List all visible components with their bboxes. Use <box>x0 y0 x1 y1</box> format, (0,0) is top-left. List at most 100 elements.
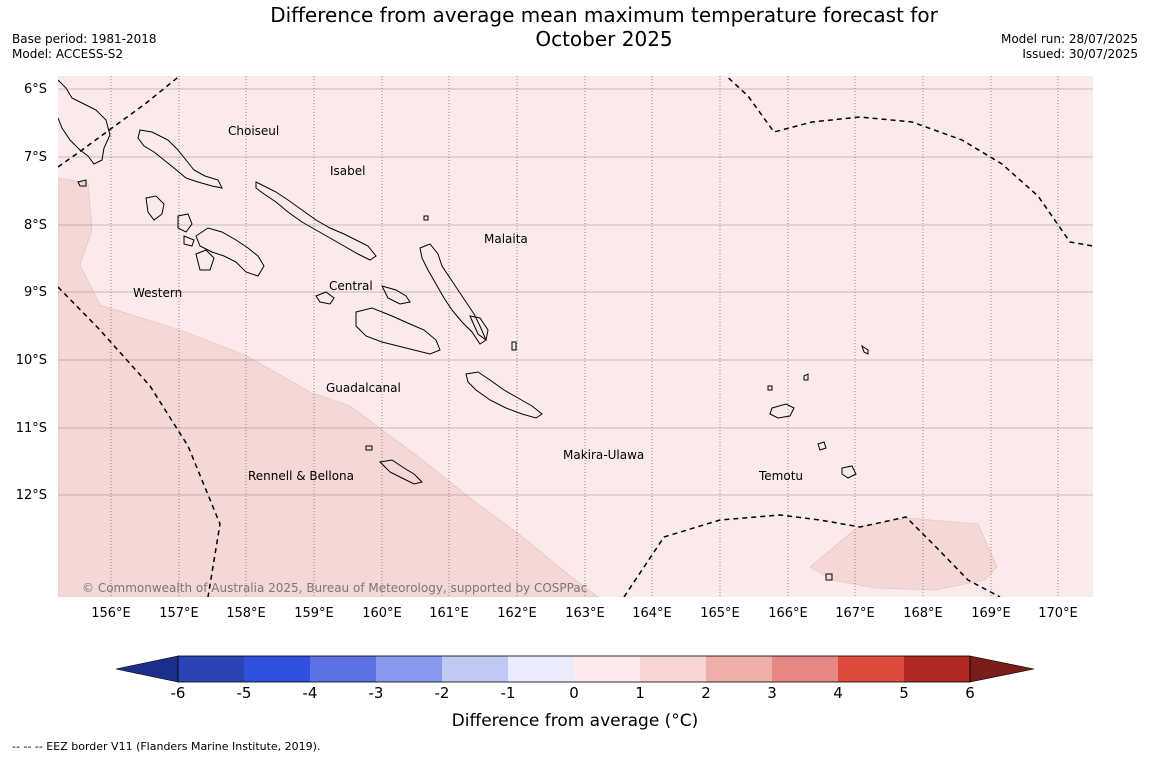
small-western-island <box>183 235 195 247</box>
colorbar-label-2: 2 <box>701 684 711 702</box>
santa-isabel-island <box>255 181 377 261</box>
lat-label-12s: 12°S <box>15 488 47 503</box>
colorbar-swatch-minus1-0 <box>508 656 574 682</box>
colorbar-label-4: 4 <box>833 684 843 702</box>
colorbar-swatch-minus3-minus2 <box>376 656 442 682</box>
choiseul-island <box>137 129 223 189</box>
florida-islands <box>381 285 411 305</box>
russell-islands <box>315 291 335 305</box>
duff-islands <box>803 373 809 381</box>
sikaiana-atoll <box>511 341 517 351</box>
colorbar-swatch-3-4 <box>772 656 838 682</box>
rennell-island <box>378 459 423 485</box>
colorbar-swatch-minus2-minus1 <box>442 656 508 682</box>
colorbar-label-minus6: -6 <box>170 684 186 702</box>
lon-label-157e: 157°E <box>159 606 199 621</box>
region-label-rennell-bellona: Rennell & Bellona <box>248 469 354 483</box>
title-line-2: October 2025 <box>535 27 673 51</box>
lat-label-10s: 10°S <box>15 353 47 368</box>
eez-border-vanuatu <box>623 514 1001 597</box>
vella-lavella-island <box>145 195 165 221</box>
lat-label-8s: 8°S <box>23 218 47 233</box>
lon-label-156e: 156°E <box>91 606 131 621</box>
region-label-malaita: Malaita <box>484 232 528 246</box>
colorbar-swatch-1-2 <box>640 656 706 682</box>
meta-right: Model run: 28/07/2025 Issued: 30/07/2025 <box>1001 32 1138 62</box>
region-label-central: Central <box>329 279 373 293</box>
lat-label-6s: 6°S <box>23 82 47 97</box>
region-label-makira-ulawa: Makira-Ulawa <box>563 448 644 462</box>
lon-label-163e: 163°E <box>565 606 605 621</box>
anomaly-1-2-area-southwest <box>58 177 599 597</box>
rendova-island <box>195 249 215 271</box>
colorbar-swatch-4-5 <box>838 656 904 682</box>
new-georgia-island <box>195 227 265 277</box>
lon-label-168e: 168°E <box>903 606 943 621</box>
lon-label-158e: 158°E <box>226 606 266 621</box>
colorbar-extend-low <box>115 655 179 683</box>
eez-border-png-north <box>58 76 181 168</box>
bougainville-island <box>58 79 111 165</box>
small-malaita-island <box>469 315 489 341</box>
lon-label-169e: 169°E <box>971 606 1011 621</box>
region-label-guadalcanal: Guadalcanal <box>326 381 401 395</box>
lat-label-7s: 7°S <box>23 150 47 165</box>
colorbar-label-1: 1 <box>635 684 645 702</box>
colorbar-label-3: 3 <box>767 684 777 702</box>
region-label-temotu: Temotu <box>758 469 803 483</box>
region-label-choiseul: Choiseul <box>228 124 279 138</box>
eez-borders <box>58 76 1093 597</box>
colorbar-label-minus4: -4 <box>302 684 318 702</box>
colorbar-extend-high <box>969 655 1035 683</box>
base-period: Base period: 1981-2018 <box>12 32 157 46</box>
lon-label-159e: 159°E <box>294 606 334 621</box>
anuta-island <box>861 344 869 355</box>
ontong-java-atoll <box>423 215 429 221</box>
colorbar-label-0: 0 <box>569 684 579 702</box>
bellona-island <box>365 445 373 451</box>
colorbar-label-5: 5 <box>899 684 909 702</box>
lon-label-166e: 166°E <box>768 606 808 621</box>
colorbar <box>115 655 1035 683</box>
colorbar-swatch-minus6-minus5 <box>178 656 244 682</box>
treasury-islands <box>77 179 87 187</box>
colorbar-label-minus3: -3 <box>368 684 384 702</box>
colorbar-swatch-minus4-minus3 <box>310 656 376 682</box>
colorbar-swatch-0-1 <box>574 656 640 682</box>
reef-islands <box>767 385 773 391</box>
makira-island <box>465 371 543 419</box>
lon-label-160e: 160°E <box>362 606 402 621</box>
chart-title: Difference from average mean maximum tem… <box>254 3 954 51</box>
lon-label-167e: 167°E <box>835 606 875 621</box>
nendo-island <box>769 403 795 419</box>
colorbar-swatch-minus5-minus4 <box>244 656 310 682</box>
kolombangara-island <box>177 213 193 233</box>
region-labels: Choiseul Isabel Malaita Western Central … <box>133 124 803 483</box>
region-label-isabel: Isabel <box>330 164 365 178</box>
tikopia-island <box>841 465 857 479</box>
colorbar-label-minus2: -2 <box>434 684 450 702</box>
colorbar-outline <box>177 655 971 683</box>
lon-label-162e: 162°E <box>497 606 537 621</box>
colorbar-swatch-5-6 <box>904 656 970 682</box>
island-coastlines <box>58 79 869 581</box>
colorbar-label-minus1: -1 <box>500 684 516 702</box>
map-panel: Choiseul Isabel Malaita Western Central … <box>58 76 1093 597</box>
meta-left: Base period: 1981-2018 Model: ACCESS-S2 <box>12 32 157 62</box>
issued-date: Issued: 30/07/2025 <box>1022 47 1138 61</box>
title-line-1: Difference from average mean maximum tem… <box>270 3 938 27</box>
copyright-notice: © Commonwealth of Australia 2025, Bureau… <box>82 581 587 595</box>
lon-label-170e: 170°E <box>1038 606 1078 621</box>
model-run: Model run: 28/07/2025 <box>1000 32 1138 46</box>
anomaly-1-2-area-southeast <box>809 517 998 591</box>
model-name: Model: ACCESS-S2 <box>12 47 124 61</box>
guadalcanal-island <box>355 307 441 355</box>
eez-footnote: -- -- -- EEZ border V11 (Flanders Marine… <box>12 740 321 753</box>
colorbar-label-6: 6 <box>965 684 975 702</box>
colorbar-title: Difference from average (°C) <box>451 711 699 731</box>
colorbar-swatch-2-3 <box>706 656 772 682</box>
fataka-island <box>825 573 833 581</box>
lat-label-11s: 11°S <box>15 421 47 436</box>
colorbar-label-minus5: -5 <box>236 684 252 702</box>
